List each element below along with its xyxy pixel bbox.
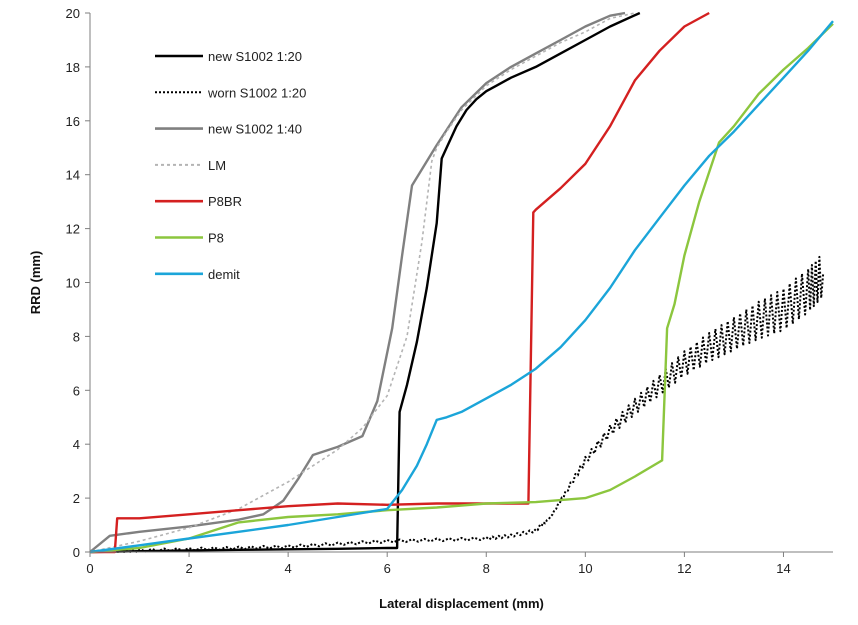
y-tick-label: 18 xyxy=(66,60,80,75)
y-ticks: 0 2 4 6 8 10 12 14 16 18 20 xyxy=(66,6,90,560)
x-axis-title: Lateral displacement (mm) xyxy=(379,596,544,611)
x-tick-label: 14 xyxy=(776,561,790,576)
legend-label: P8 xyxy=(208,231,224,246)
x-tick-label: 12 xyxy=(677,561,691,576)
series-line-0 xyxy=(89,11,641,554)
x-tick-label: 2 xyxy=(185,561,192,576)
y-axis-title: RRD (mm) xyxy=(28,251,43,315)
axes xyxy=(89,13,833,553)
y-tick-label: 8 xyxy=(73,329,80,344)
y-tick-label: 20 xyxy=(66,6,80,21)
series-line-5 xyxy=(89,22,834,554)
x-tick-label: 8 xyxy=(483,561,490,576)
legend-label: demit xyxy=(208,267,240,282)
y-tick-label: 12 xyxy=(66,222,80,237)
x-tick-label: 6 xyxy=(384,561,391,576)
y-tick-label: 4 xyxy=(73,437,80,452)
x-ticks: 0 2 4 6 8 10 12 14 xyxy=(86,552,791,576)
y-tick-label: 6 xyxy=(73,383,80,398)
legend-label: worn S1002 1:20 xyxy=(207,85,306,100)
y-tick-label: 0 xyxy=(73,545,80,560)
x-tick-label: 4 xyxy=(285,561,292,576)
legend-label: P8BR xyxy=(208,194,242,209)
series-line-1 xyxy=(89,255,825,553)
x-tick-label: 0 xyxy=(86,561,93,576)
legend-label: new S1002 1:20 xyxy=(208,49,302,64)
legend-label: LM xyxy=(208,158,226,173)
y-tick-label: 16 xyxy=(66,114,80,129)
y-tick-label: 14 xyxy=(66,168,80,183)
series-line-2 xyxy=(89,11,626,553)
y-tick-label: 10 xyxy=(66,276,80,291)
series-line-6 xyxy=(89,20,834,554)
x-tick-label: 10 xyxy=(578,561,592,576)
legend: new S1002 1:20 worn S1002 1:20 new S1002 1… xyxy=(155,49,306,282)
plot-lines xyxy=(89,11,834,554)
legend-label: new S1002 1:40 xyxy=(208,122,302,137)
y-tick-label: 2 xyxy=(73,491,80,506)
series-line-3 xyxy=(89,12,636,553)
